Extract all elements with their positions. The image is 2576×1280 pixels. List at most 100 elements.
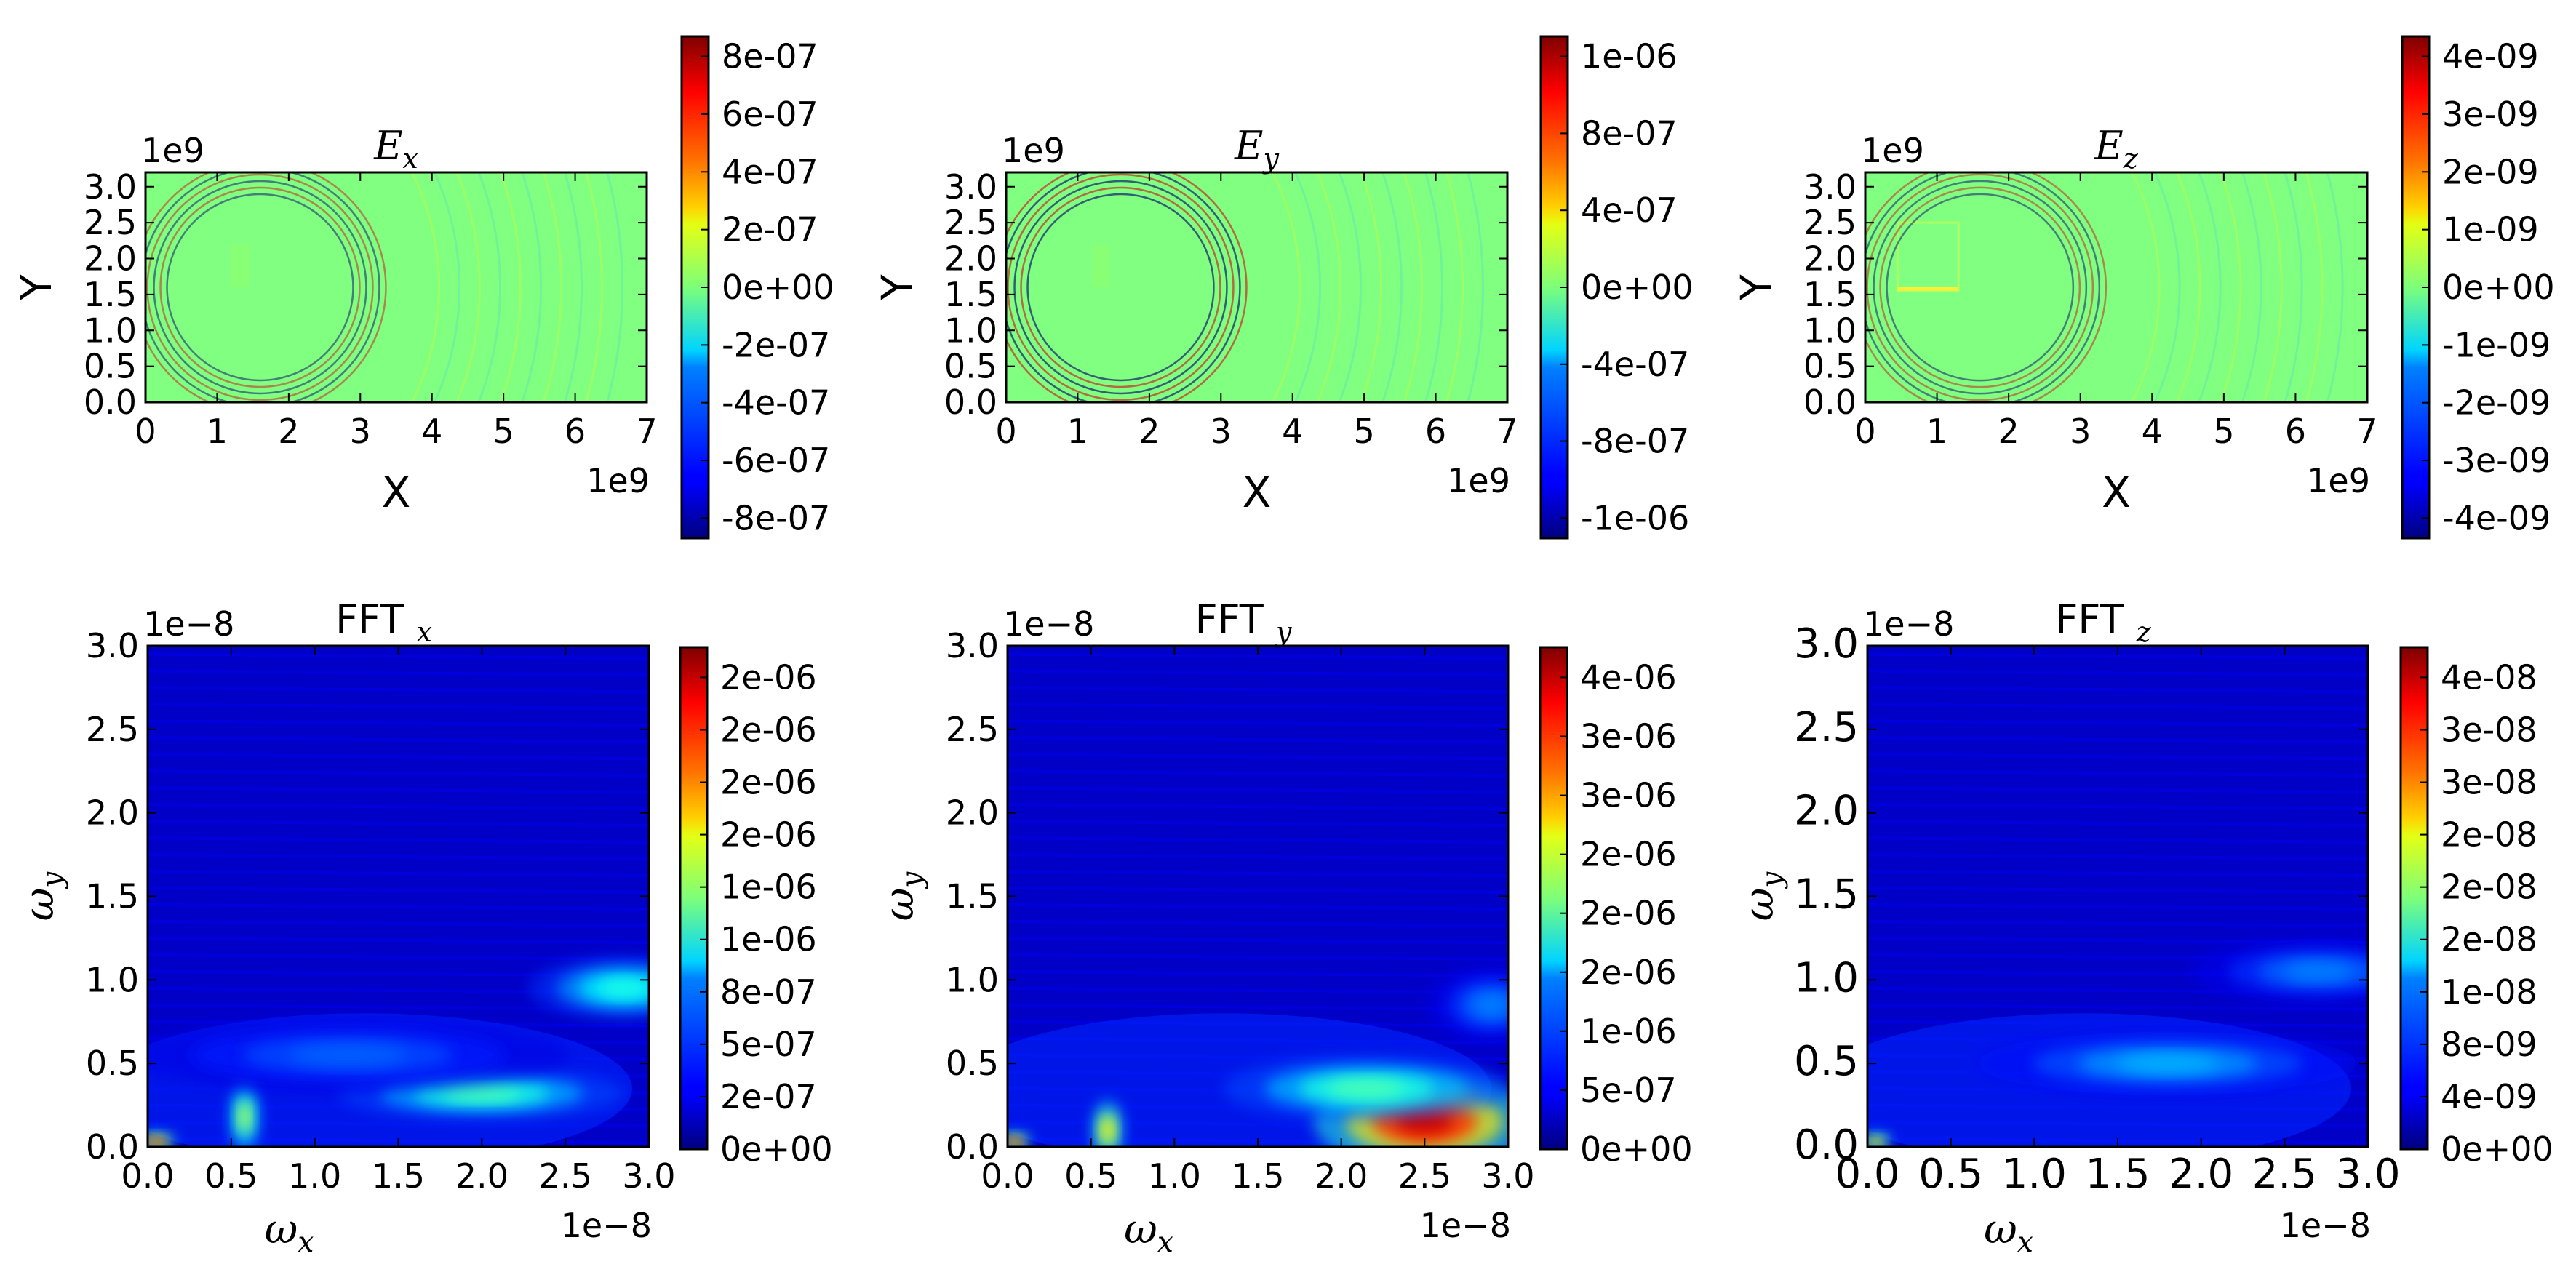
ripple-line: [1008, 703, 1508, 711]
ripple-line: [148, 719, 649, 727]
ripple-line: [1008, 836, 1508, 844]
ripple-line: [148, 953, 649, 961]
ripple-line: [1008, 919, 1508, 927]
wavefront-arc: [1013, 180, 1228, 395]
ripple-line: [148, 786, 649, 794]
plot-frame: [1005, 171, 1509, 404]
wavefront-arc-far: [563, 172, 583, 402]
wavefront-arc-far: [2241, 172, 2262, 402]
x-axis-label: ωx: [265, 1206, 314, 1259]
ripple-line: [148, 652, 649, 660]
x-tick-label: 1: [1067, 412, 1088, 451]
wavefront-arc: [1865, 172, 2108, 402]
chart-title-subscript: x: [416, 616, 431, 648]
y-tick-label: 1.5: [1794, 871, 1859, 919]
wavefront-arc-far: [1316, 172, 1341, 402]
y-offset-label: 1e−8: [143, 604, 234, 644]
ripple-line: [1008, 853, 1508, 861]
x-tick-label: 6: [1425, 412, 1446, 451]
colorbar-tick-label: 6e-07: [722, 95, 818, 134]
wavefront-arc-far: [2326, 172, 2344, 402]
wavefront-arc: [145, 172, 387, 402]
wavefront-arc: [1026, 193, 1215, 382]
wavefront-arc: [1007, 173, 1235, 401]
x-tick-label: 5: [1354, 412, 1375, 451]
colorbar-tick-label: 5e-07: [720, 1025, 817, 1064]
colorbar-tick-label: -6e-07: [722, 441, 830, 480]
colorbar-tick-label: -2e-07: [722, 325, 830, 364]
ripple-line: [1008, 986, 1508, 994]
heatmap-background: [1006, 172, 1507, 402]
colorbar-tick-label: -1e-06: [1581, 498, 1689, 537]
y-tick-label: 1.0: [1803, 311, 1857, 350]
x-tick-label: 0.0: [981, 1156, 1034, 1196]
y-tick-label: 2.0: [86, 793, 139, 833]
colorbar-gradient: [2401, 647, 2428, 1149]
x-tick-label: 6: [565, 412, 586, 451]
colorbar-tick-label: 8e-07: [1581, 113, 1678, 153]
ripple-line: [1008, 686, 1508, 694]
x-axis-label-symbol: ω: [265, 1206, 298, 1253]
colorbar-tick-label: 1e-06: [1581, 37, 1678, 76]
x-axis-label: ωx: [1124, 1206, 1173, 1259]
y-axis-label-subscript: y: [896, 871, 929, 889]
source-region: [1896, 221, 1960, 292]
chart-title: FFT x: [335, 596, 432, 648]
x-tick-label: 0: [135, 412, 156, 451]
colorbar-tick-label: 0e+00: [2442, 268, 2555, 307]
plot-frame: [144, 171, 648, 404]
ripple-line: [148, 736, 649, 744]
ripple-line: [148, 836, 649, 844]
colorbar-tick-label: -4e-07: [722, 383, 830, 423]
y-axis-label-symbol: ω: [16, 888, 63, 921]
x-axis-label: ωx: [1984, 1206, 2033, 1259]
y-tick-label: 3.0: [946, 626, 999, 665]
colorbar-tick-label: 2e-06: [1580, 835, 1677, 874]
ripple-line: [1867, 1003, 2368, 1011]
y-tick-label: 1.5: [944, 275, 997, 314]
ripple-line: [1008, 719, 1508, 727]
ripple-line: [148, 769, 649, 777]
x-axis-label-symbol: ω: [1124, 1206, 1157, 1253]
colorbar-tick-label: 8e-07: [722, 37, 818, 76]
x-tick-label: 0: [1854, 412, 1875, 451]
plot-area: [1006, 172, 1507, 402]
ripple-line: [1008, 652, 1508, 660]
ripple-line: [1867, 753, 2368, 761]
colorbar-tick-label: 2e-07: [722, 210, 818, 249]
x-tick-label: 2: [1139, 412, 1160, 451]
ripple-line: [148, 803, 649, 811]
x-tick-label: 2: [278, 412, 299, 451]
colorbar-tick-label: 2e-06: [720, 815, 817, 855]
chart-panel-4: 0.0 0.5 1.0 1.5 2.0 2.5 3.0 0.0 0.5 1.0 1.5 2.0 2.5 3…: [16, 596, 833, 1259]
y-tick-label: 0.5: [84, 347, 137, 386]
blob-1: [2118, 1055, 2218, 1072]
colorbar-tick-label: 1e-06: [1580, 1012, 1677, 1051]
y-tick-label: 1.5: [1803, 275, 1857, 314]
chart-title-subscript: z: [2136, 616, 2152, 648]
colorbar-tick-label: 2e-06: [1580, 953, 1677, 992]
y-tick-label: 2.5: [1794, 704, 1859, 751]
x-tick-label: 1.0: [1148, 1156, 1201, 1196]
colorbar-gradient: [1540, 647, 1567, 1149]
ripple-line: [1008, 1003, 1508, 1011]
wavefront-arc-far: [1271, 172, 1301, 402]
x-offset-label: 1e−8: [2280, 1206, 2371, 1245]
chart-panel-5: 0.0 0.5 1.0 1.5 2.0 2.5 3.0 0.0 0.5 1.0 1.5 2.0 2.5 3…: [876, 596, 1693, 1259]
x-tick-label: 2.5: [1398, 1156, 1451, 1196]
y-tick-label: 2.0: [944, 239, 997, 279]
colorbar-tick-label: 3e-09: [2442, 95, 2539, 134]
ripple-line: [1867, 719, 2368, 727]
x-tick-label: 1.0: [288, 1156, 341, 1196]
ripple-line: [148, 887, 649, 895]
y-tick-label: 3.0: [1803, 167, 1857, 207]
y-tick-label: 2.5: [86, 710, 139, 749]
y-tick-label: 1.0: [84, 311, 137, 350]
colorbar-tick-label: 1e-09: [2442, 210, 2539, 249]
x-offset-label: 1e9: [586, 461, 650, 500]
wavefront-arc-far: [1293, 172, 1321, 402]
ripple-line: [1867, 919, 2368, 927]
wavefront-arc: [1006, 172, 1248, 402]
wavefront-arc: [153, 180, 367, 395]
y-offset-label: 1e−8: [1003, 604, 1094, 644]
